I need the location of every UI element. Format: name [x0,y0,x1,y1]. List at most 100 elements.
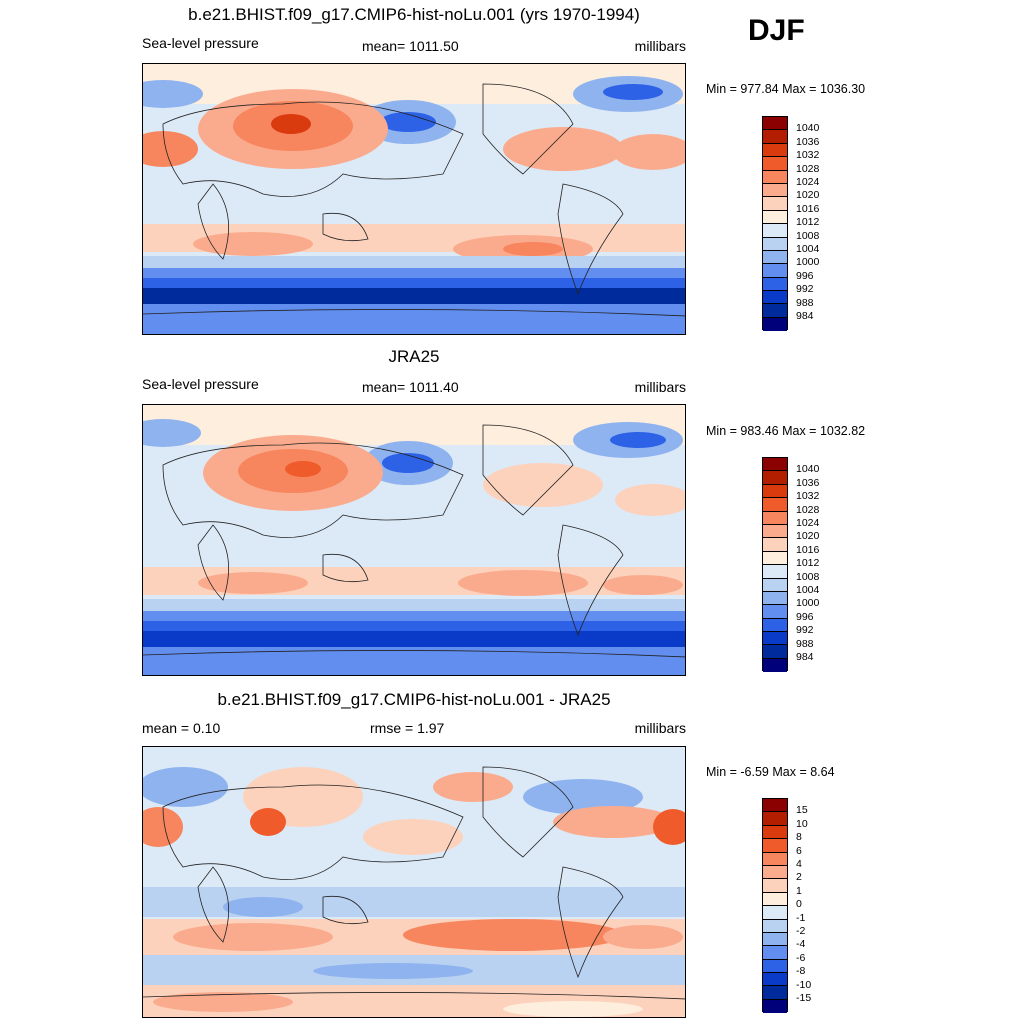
colorbar-tick-label: -10 [796,978,812,991]
panel-1-center-label: mean= 1011.50 [362,38,459,54]
colorbar-tick-label: -15 [796,992,812,1004]
colorbar-tick-label: 1012 [796,557,820,570]
colorbar-tick-label: 1040 [796,122,820,135]
colorbar-tick-label: 992 [796,283,814,296]
panel-3-map [142,746,686,1018]
colorbar-swatch [763,197,787,211]
colorbar-swatch [763,906,787,920]
colorbar-swatch [763,986,787,1000]
colorbar-swatch [763,825,787,840]
colorbar-tick-label: 15 [796,804,808,817]
colorbar-swatch [763,658,787,673]
panel-2-map-svg [143,405,685,675]
colorbar-tick-label: 1032 [796,490,820,503]
panel-2-colorbar [762,457,788,673]
colorbar-swatch [763,130,787,144]
colorbar-swatch [763,143,787,158]
colorbar-tick-label: 1036 [796,476,820,489]
colorbar-tick-label: 996 [796,610,814,623]
colorbar-tick-label: 1000 [796,256,820,269]
panel-3-title: b.e21.BHIST.f09_g17.CMIP6-hist-noLu.001 … [217,690,611,709]
colorbar-tick-label: 1 [796,884,802,897]
colorbar-swatch [763,852,787,866]
colorbar-tick-label: 1004 [796,243,820,255]
colorbar-tick-label: 1008 [796,570,820,583]
colorbar-tick-label: 992 [796,624,814,637]
colorbar-swatch [763,237,787,251]
panel-2-center-label: mean= 1011.40 [362,379,459,395]
colorbar-swatch [763,524,787,539]
colorbar-swatch [763,538,787,552]
colorbar-tick-label: 1000 [796,597,820,610]
colorbar-tick-label: -8 [796,965,806,978]
colorbar-swatch [763,210,787,225]
colorbar-tick-label: 1020 [796,189,820,202]
colorbar-swatch [763,973,787,987]
colorbar-tick-label: 984 [796,310,814,322]
colorbar-tick-label: 1028 [796,503,820,516]
colorbar-swatch [763,645,787,659]
colorbar-swatch [763,618,787,633]
colorbar-tick-label: 1024 [796,176,820,188]
colorbar-swatch [763,224,787,238]
colorbar-swatch [763,839,787,853]
panel-2-minmax: Min = 983.46 Max = 1032.82 [706,424,866,438]
colorbar-swatch [763,551,787,566]
colorbar-swatch [763,892,787,907]
colorbar-swatch [763,277,787,292]
colorbar-tick-label: 1016 [796,202,820,215]
colorbar-tick-label: 1032 [796,149,820,162]
colorbar-tick-label: 988 [796,296,814,309]
colorbar-swatch [763,264,787,278]
colorbar-tick-label: 0 [796,898,802,911]
colorbar-tick-label: 1008 [796,229,820,242]
colorbar-tick-label: 1016 [796,543,820,556]
colorbar-tick-label: -2 [796,925,806,937]
colorbar-swatch [763,946,787,960]
panel-2-map [142,404,686,676]
colorbar-swatch [763,471,787,485]
colorbar-swatch [763,117,787,131]
colorbar-tick-label: 988 [796,637,814,650]
panel-3-colorbar [762,798,788,1014]
panel-2-left-label: Sea-level pressure [142,376,259,392]
colorbar-tick-label: 2 [796,871,802,884]
colorbar-tick-label: 4 [796,858,802,870]
colorbar-swatch [763,799,787,813]
colorbar-tick-label: 1012 [796,216,820,229]
colorbar-swatch [763,170,787,184]
colorbar-swatch [763,865,787,880]
colorbar-swatch [763,317,787,332]
season-label: DJF [748,14,805,47]
panel-1-minmax: Min = 977.84 Max = 1036.30 [706,82,866,96]
panel-3-right-label: millibars [634,720,686,736]
panel-1-map [142,63,686,335]
panel-1-colorbar [762,116,788,332]
colorbar-swatch [763,511,787,525]
colorbar-swatch [763,183,787,198]
colorbar-tick-label: -4 [796,938,806,951]
panel-1-right-label: millibars [634,38,686,54]
colorbar-swatch [763,632,787,646]
colorbar-tick-label: 6 [796,844,802,857]
panel-1-left-label: Sea-level pressure [142,35,259,51]
colorbar-swatch [763,498,787,512]
colorbar-tick-label: 8 [796,831,802,844]
panel-3-map-svg [143,747,685,1017]
colorbar-tick-label: -1 [796,911,806,924]
colorbar-swatch [763,999,787,1014]
colorbar-swatch [763,812,787,826]
colorbar-tick-label: 1040 [796,463,820,476]
colorbar-tick-label: 1020 [796,530,820,543]
colorbar-tick-label: 984 [796,651,814,663]
colorbar-swatch [763,458,787,472]
panel-2-right-label: millibars [634,379,686,395]
colorbar-tick-label: -6 [796,951,806,964]
panel-3-minmax: Min = -6.59 Max = 8.64 [706,765,835,779]
panel-3-left-label: mean = 0.10 [142,720,221,736]
colorbar-tick-label: 996 [796,269,814,282]
colorbar-swatch [763,932,787,947]
colorbar-swatch [763,250,787,265]
colorbar-tick-label: 1024 [796,517,820,529]
panel-3-center-label: rmse = 1.97 [370,720,445,736]
